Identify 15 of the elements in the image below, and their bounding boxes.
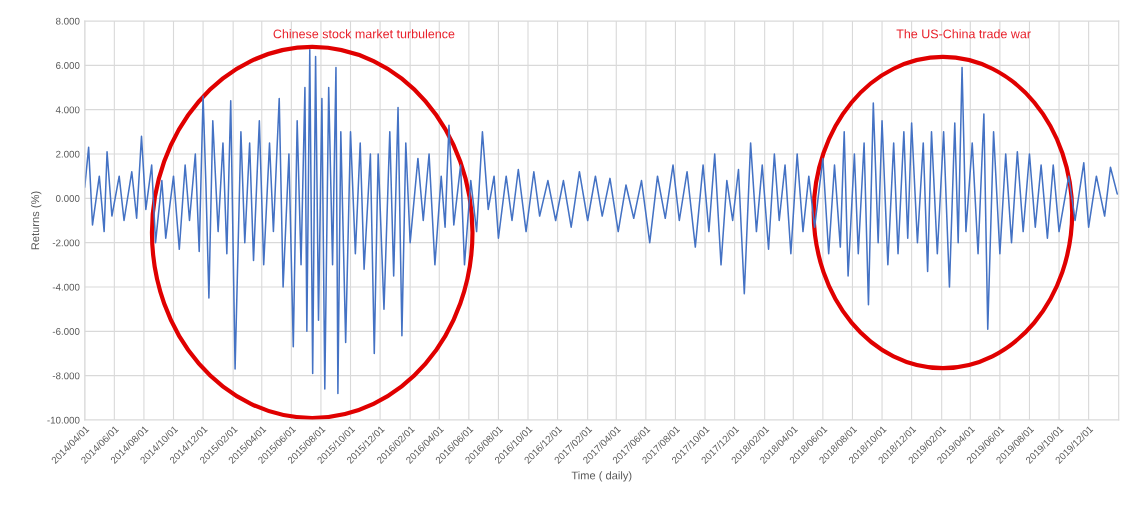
- y-tick-label: 8.000: [55, 17, 80, 25]
- y-tick-label: 2.000: [56, 150, 80, 158]
- y-tick-label: 4.000: [55, 106, 80, 114]
- x-axis-title: Time ( daily): [571, 471, 632, 482]
- y-tick-label: -10.000: [47, 416, 80, 424]
- line-series: [84, 49, 1119, 395]
- y-tick-label: 6.000: [56, 62, 80, 69]
- y-axis-title: Returns (%): [31, 191, 42, 250]
- annotation: Chinese stock market turbulence: [273, 29, 455, 39]
- y-tick-label: -2.000: [52, 239, 80, 247]
- y-tick-label: 0.000: [55, 195, 80, 202]
- y-tick-label: -8.000: [52, 372, 80, 380]
- y-tick-label: -4.000: [52, 283, 80, 291]
- annotation: The US-China trade war: [896, 29, 1031, 39]
- y-tick-label: -6.000: [52, 328, 80, 335]
